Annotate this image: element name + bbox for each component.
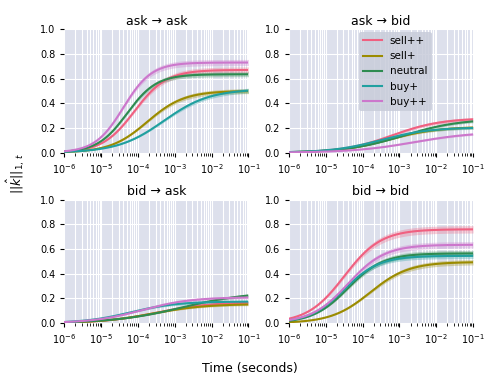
Text: Time (seconds): Time (seconds): [202, 362, 298, 375]
Title: bid → ask: bid → ask: [127, 185, 186, 199]
Title: bid → bid: bid → bid: [352, 185, 410, 199]
Legend: sell++, sell+, neutral, buy+, buy++: sell++, sell+, neutral, buy+, buy++: [358, 32, 432, 111]
Title: ask → bid: ask → bid: [352, 15, 410, 28]
Title: ask → ask: ask → ask: [126, 15, 187, 28]
Text: $||\hat{k}||_{1,\,t}$: $||\hat{k}||_{1,\,t}$: [5, 152, 28, 194]
